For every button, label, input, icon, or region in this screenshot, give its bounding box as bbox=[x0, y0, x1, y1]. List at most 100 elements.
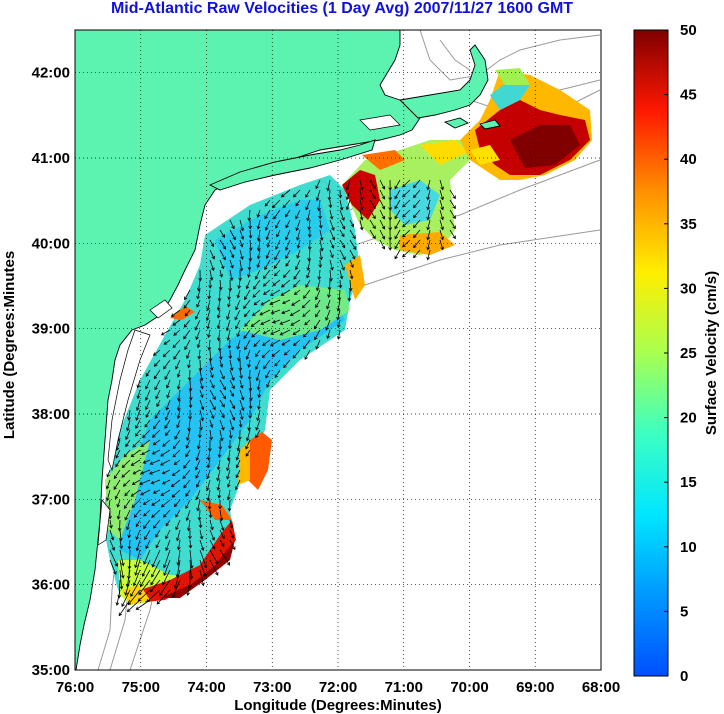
velocity-arrow bbox=[305, 279, 311, 288]
velocity-arrow bbox=[359, 209, 364, 221]
velocity-arrow bbox=[229, 539, 236, 551]
velocity-arrow bbox=[217, 339, 222, 352]
velocity-arrow bbox=[164, 369, 171, 381]
velocity-arrow bbox=[260, 299, 271, 306]
velocity-arrow bbox=[208, 509, 213, 519]
velocity-arrow bbox=[173, 499, 181, 508]
velocity-arrow bbox=[402, 239, 411, 248]
velocity-arrow bbox=[219, 399, 225, 408]
velocity-arrow bbox=[426, 249, 431, 261]
velocity-arrow bbox=[227, 299, 231, 308]
velocity-arrow bbox=[156, 589, 171, 605]
velocity-arrow bbox=[260, 319, 271, 326]
velocity-arrow bbox=[272, 319, 281, 324]
velocity-arrow bbox=[327, 189, 332, 201]
velocity-arrow bbox=[274, 269, 281, 277]
velocity-arrow bbox=[439, 219, 444, 231]
velocity-arrow bbox=[206, 459, 211, 469]
velocity-arrow bbox=[135, 529, 141, 540]
velocity-arrow bbox=[359, 189, 364, 201]
velocity-arrow bbox=[379, 179, 386, 190]
velocity-arrow bbox=[145, 539, 151, 550]
velocity-arrow bbox=[402, 229, 411, 238]
velocity-arrow bbox=[306, 259, 311, 272]
velocity-arrow bbox=[413, 179, 421, 189]
velocity-arrow bbox=[152, 489, 161, 494]
velocity-arrow bbox=[199, 399, 205, 411]
velocity-arrow bbox=[256, 239, 261, 252]
velocity-arrow bbox=[124, 579, 131, 596]
velocity-arrow bbox=[394, 209, 401, 220]
velocity-arrow bbox=[413, 219, 421, 229]
velocity-arrow bbox=[135, 519, 141, 528]
velocity-arrow bbox=[314, 329, 321, 341]
velocity-arrow bbox=[256, 409, 261, 422]
velocity-arrow bbox=[328, 199, 333, 209]
velocity-arrow bbox=[209, 269, 214, 281]
velocity-arrow bbox=[161, 479, 171, 485]
velocity-arrow bbox=[175, 359, 181, 370]
velocity-arrow bbox=[116, 509, 121, 520]
velocity-arrow bbox=[235, 299, 241, 311]
velocity-arrow bbox=[279, 319, 291, 325]
velocity-arrow bbox=[247, 419, 251, 432]
velocity-arrow bbox=[252, 289, 261, 298]
velocity-arrow bbox=[315, 279, 321, 292]
y-axis-label: Latitude (Degrees:Minutes bbox=[1, 251, 18, 439]
bays bbox=[97, 114, 401, 546]
velocity-arrow bbox=[106, 469, 111, 478]
velocity-arrow bbox=[349, 229, 356, 240]
velocity-arrow bbox=[150, 479, 161, 485]
velocity-arrow bbox=[326, 299, 331, 310]
colorbar-tick-label: 40 bbox=[680, 151, 697, 168]
velocity-arrow bbox=[379, 189, 386, 200]
velocity-arrow bbox=[173, 459, 181, 466]
velocity-arrow bbox=[176, 399, 181, 412]
velocity-arrow bbox=[262, 279, 271, 287]
velocity-arrow bbox=[151, 559, 161, 578]
velocity-arrow bbox=[285, 229, 291, 241]
velocity-arrow bbox=[243, 309, 251, 318]
land-mass bbox=[75, 30, 501, 670]
velocity-arrow bbox=[307, 239, 312, 251]
velocity-arrow bbox=[109, 519, 113, 529]
velocity-arrow bbox=[165, 529, 171, 540]
velocity-arrow bbox=[306, 269, 311, 279]
velocity-arrow bbox=[209, 539, 216, 550]
velocity-arrow bbox=[160, 329, 171, 336]
velocity-arrow bbox=[122, 479, 131, 487]
velocity-arrow bbox=[304, 319, 311, 326]
velocity-arrow bbox=[326, 179, 331, 192]
x-tick-label: 74:00 bbox=[187, 679, 225, 696]
velocity-arrow bbox=[175, 519, 181, 531]
velocity-arrow bbox=[206, 469, 211, 480]
velocity-arrow bbox=[216, 459, 221, 471]
velocity-arrow bbox=[243, 299, 251, 310]
velocity-arrow bbox=[152, 419, 161, 430]
velocity-arrow bbox=[188, 539, 193, 549]
velocity-arrow bbox=[176, 389, 181, 402]
velocity-arrow bbox=[219, 249, 226, 261]
velocity-arrow bbox=[160, 499, 171, 508]
velocity-arrow bbox=[209, 429, 213, 441]
velocity-arrow bbox=[226, 449, 231, 462]
velocity-arrow bbox=[369, 179, 376, 190]
velocity-arrow bbox=[394, 239, 401, 250]
velocity-arrow bbox=[237, 279, 242, 290]
velocity-arrow bbox=[236, 439, 241, 452]
velocity-arrow bbox=[256, 379, 261, 391]
velocity-arrow bbox=[116, 499, 121, 508]
velocity-arrow bbox=[185, 499, 191, 509]
velocity-arrow bbox=[227, 339, 232, 350]
y-tick-label: 42:00 bbox=[32, 65, 70, 82]
velocity-arrow bbox=[115, 589, 121, 606]
velocity-arrow bbox=[114, 489, 121, 500]
velocity-arrow bbox=[155, 529, 161, 538]
velocity-arrow bbox=[303, 339, 311, 350]
velocity-arrow bbox=[274, 249, 281, 261]
y-tick-label: 41:00 bbox=[32, 150, 70, 167]
velocity-arrow bbox=[359, 219, 364, 231]
velocity-arrow bbox=[273, 259, 281, 270]
velocity-arrow bbox=[293, 279, 301, 288]
velocity-arrow bbox=[369, 209, 376, 220]
